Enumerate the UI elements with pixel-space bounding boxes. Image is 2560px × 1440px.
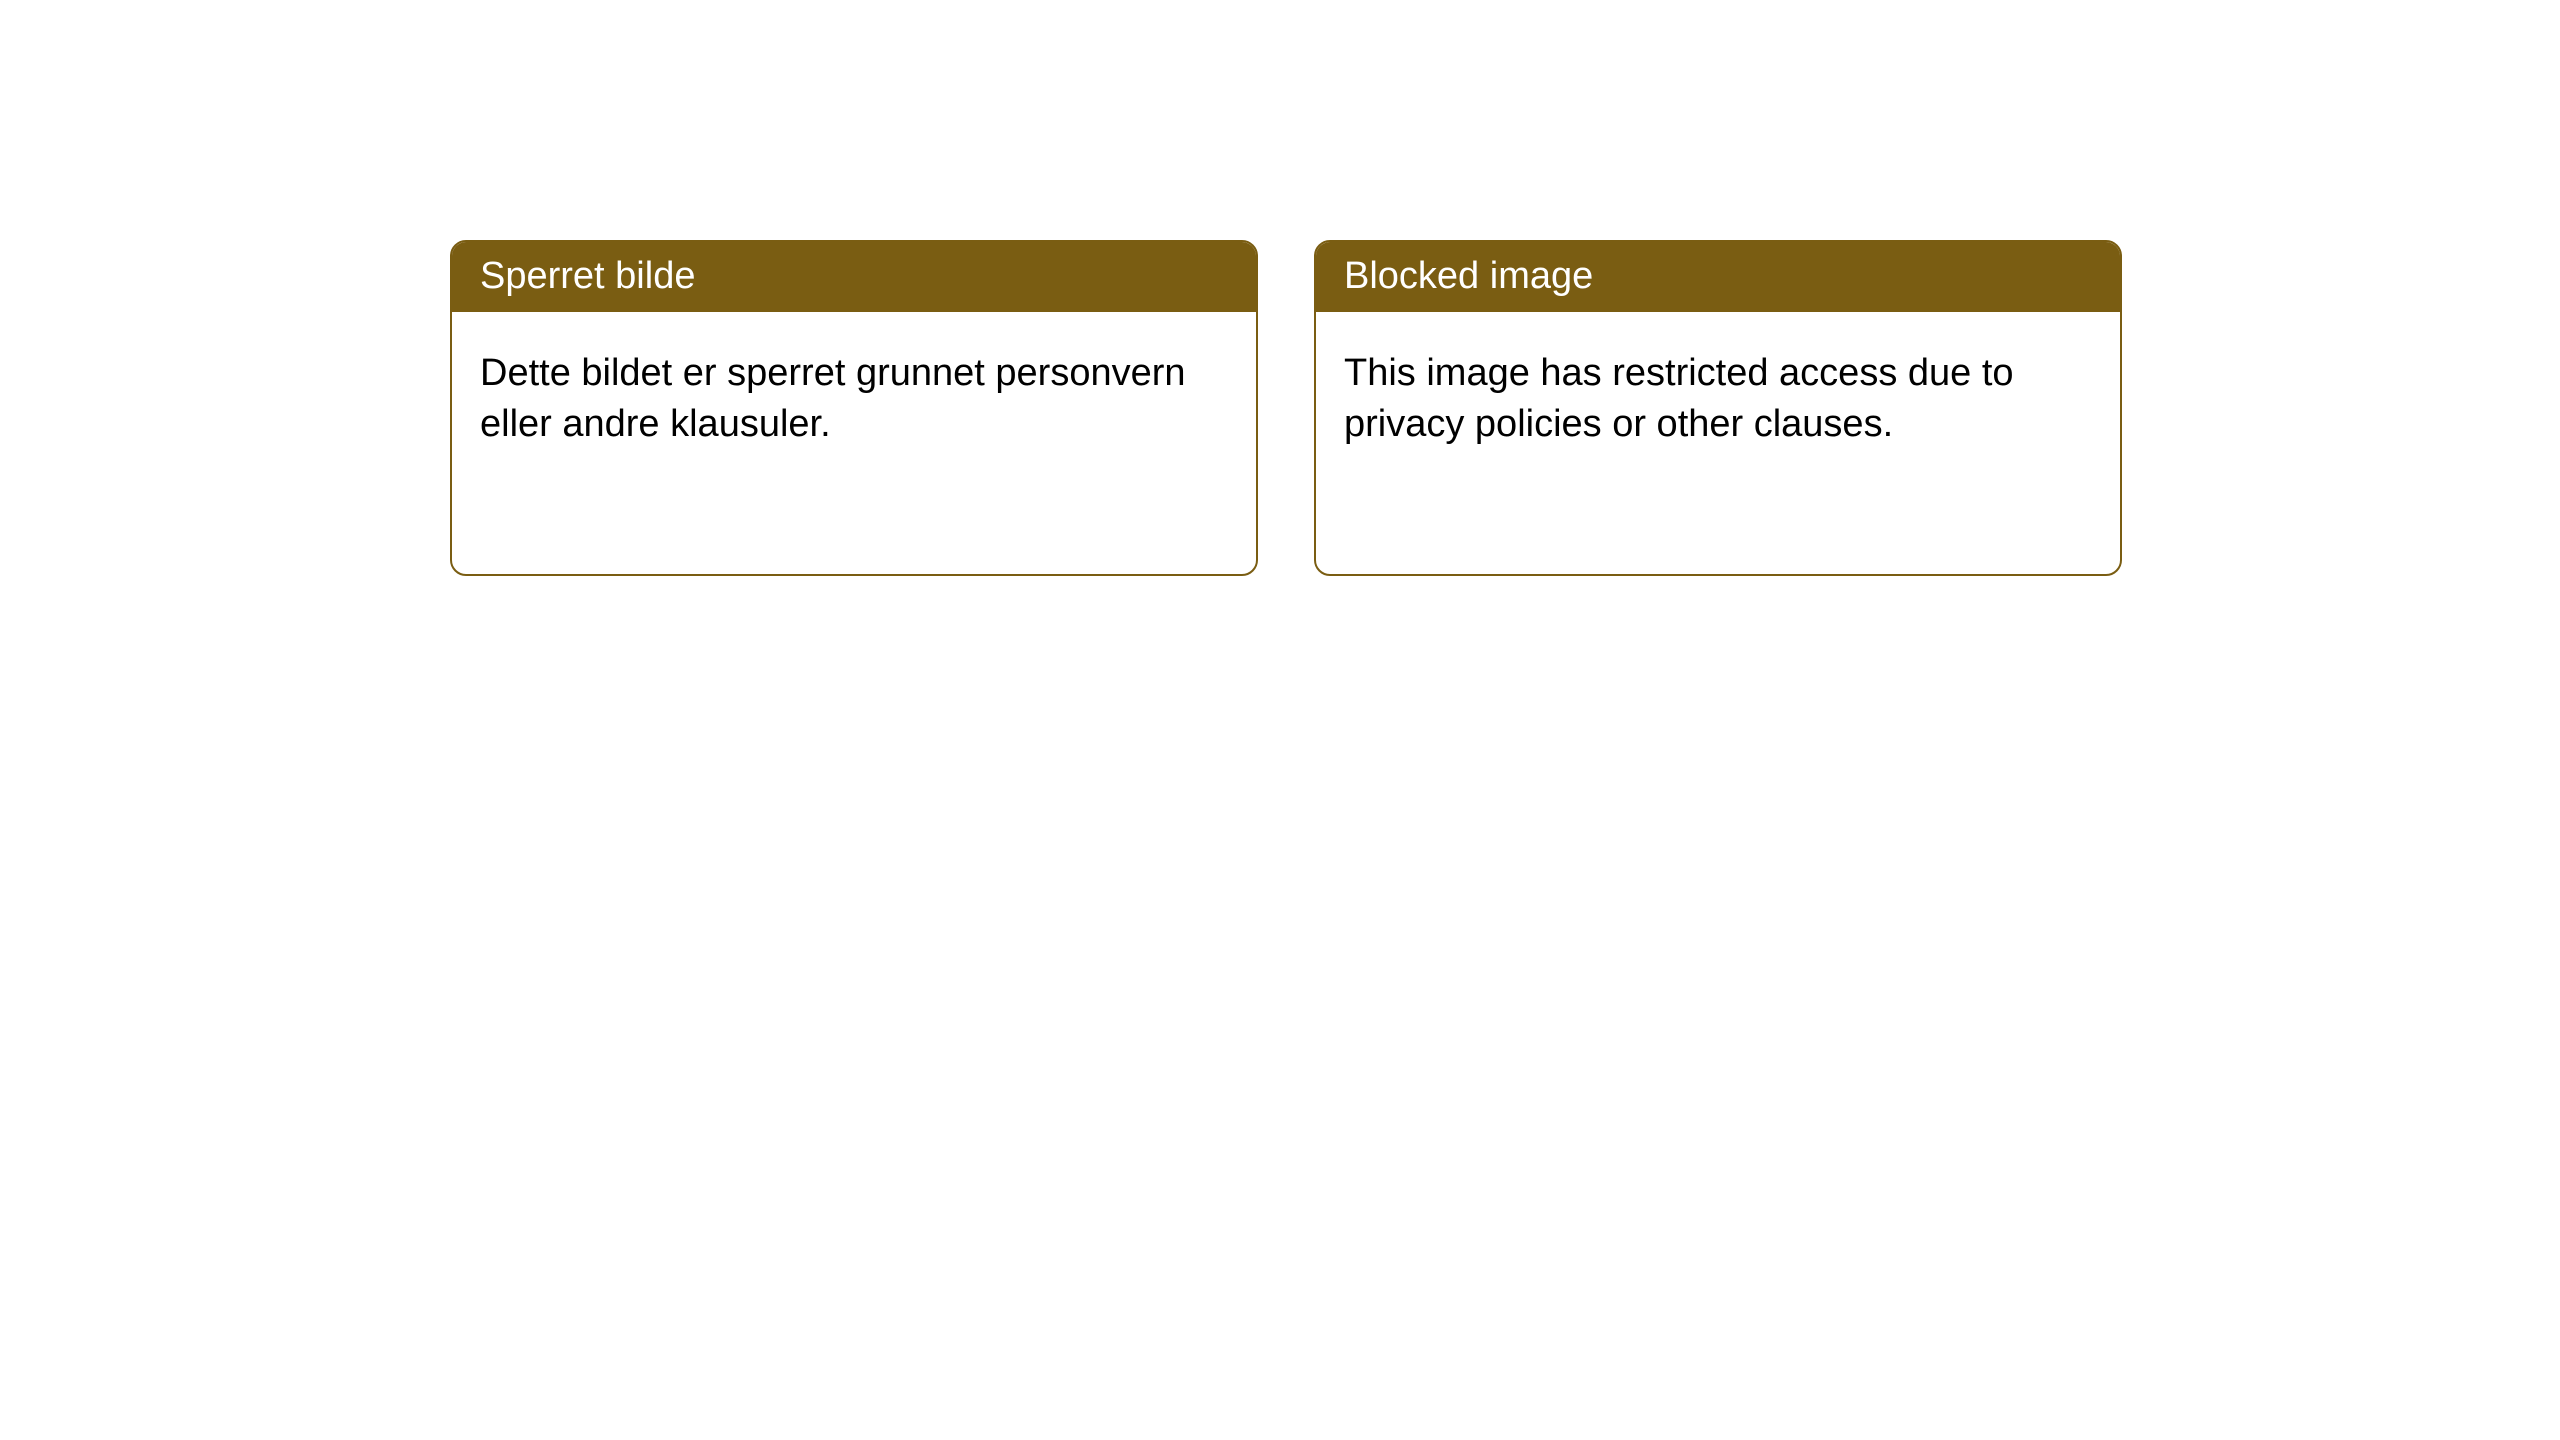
notice-card-english: Blocked image This image has restricted … bbox=[1314, 240, 2122, 576]
notice-container: Sperret bilde Dette bildet er sperret gr… bbox=[0, 0, 2560, 576]
notice-body: Dette bildet er sperret grunnet personve… bbox=[452, 312, 1256, 487]
notice-title: Sperret bilde bbox=[452, 242, 1256, 312]
notice-body: This image has restricted access due to … bbox=[1316, 312, 2120, 487]
notice-card-norwegian: Sperret bilde Dette bildet er sperret gr… bbox=[450, 240, 1258, 576]
notice-title: Blocked image bbox=[1316, 242, 2120, 312]
